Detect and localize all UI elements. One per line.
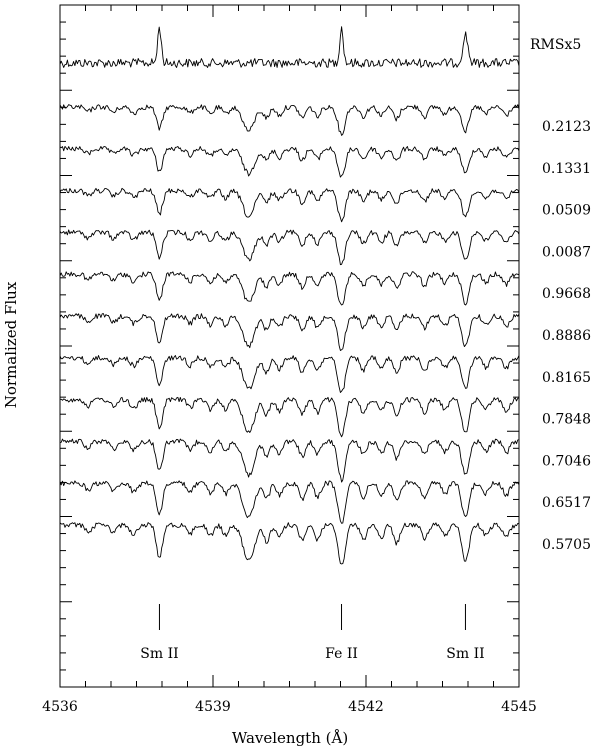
phase-label: 0.0509: [542, 203, 591, 219]
plot-frame: [59, 4, 520, 688]
phase-label: 0.1331: [542, 161, 591, 177]
line-label: Sm II: [140, 646, 178, 662]
spectrum-line: [59, 480, 520, 524]
phase-label: 0.9668: [542, 286, 591, 302]
line-identification-markers: Sm II Fe II Sm II: [140, 604, 485, 662]
spectrum-line: [59, 355, 520, 393]
spectrum-line: [59, 145, 520, 178]
line-label: Sm II: [446, 646, 484, 662]
phase-label: 0.7848: [542, 412, 591, 428]
spectrum-line: [59, 104, 520, 136]
spectrum-line: [59, 438, 520, 483]
phase-label: 0.6517: [542, 495, 591, 511]
phase-label: 0.0087: [542, 244, 591, 260]
x-tick-label: 4539: [195, 699, 231, 715]
rms-label: RMSx5: [530, 37, 581, 53]
x-tick-label: 4536: [42, 699, 78, 715]
spectrum-line: [59, 313, 520, 351]
phase-label: 0.5705: [542, 537, 591, 553]
phase-label: 0.2123: [542, 119, 591, 135]
rms-curve: [59, 26, 520, 68]
phase-label: 0.8165: [542, 370, 591, 386]
phase-label: 0.8886: [542, 328, 591, 344]
tick-marks: [59, 4, 520, 688]
spectra-series: [59, 26, 520, 565]
line-label: Fe II: [325, 646, 358, 662]
spectrum-line: [59, 271, 520, 306]
spectrum-line: [59, 396, 520, 438]
x-tick-labels: 4536 4539 4542 4545: [42, 699, 537, 715]
x-tick-label: 4542: [348, 699, 384, 715]
phase-labels: RMSx5 0.2123 0.1331 0.0509 0.0087 0.9668 0.888…: [530, 37, 591, 553]
spectrum-line: [59, 522, 520, 565]
spectrum-line: [59, 229, 520, 266]
x-axis-title: Wavelength (Å): [232, 729, 348, 747]
phase-label: 0.7046: [542, 453, 591, 469]
x-tick-label: 4545: [501, 699, 537, 715]
y-axis-title: Normalized Flux: [2, 281, 20, 408]
spectrum-line: [59, 187, 520, 223]
